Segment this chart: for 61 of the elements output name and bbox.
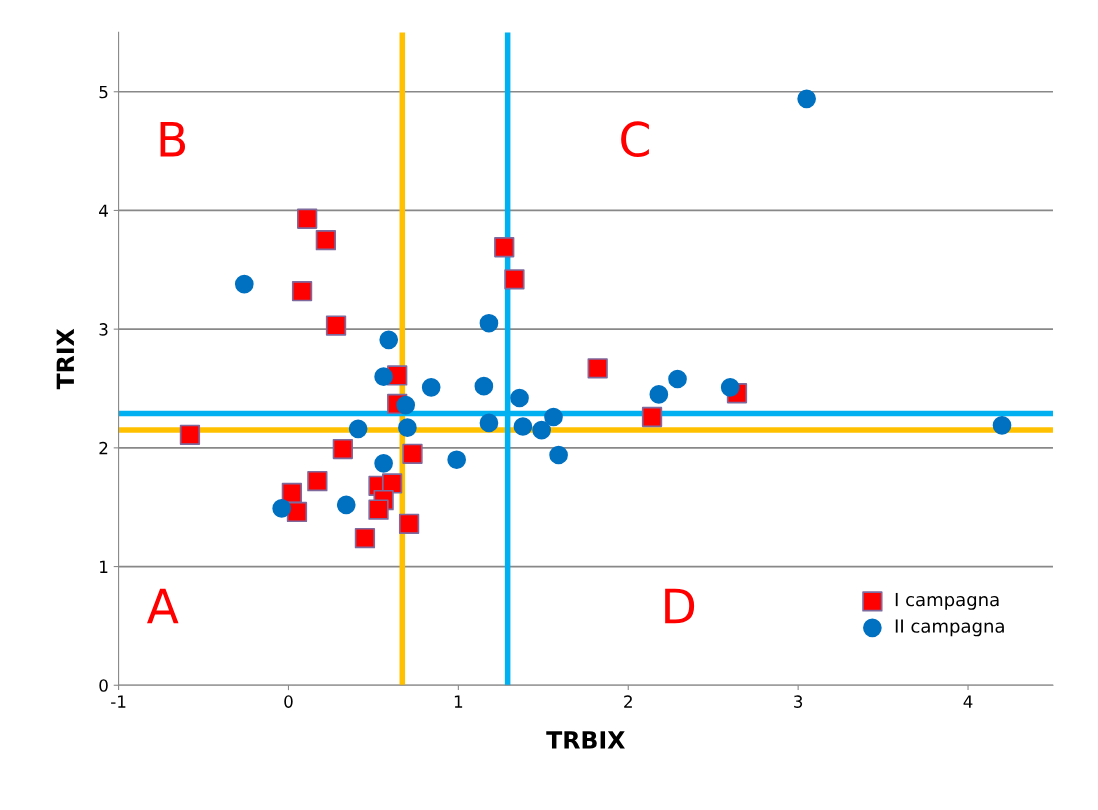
point — [474, 376, 494, 396]
point — [272, 499, 292, 518]
y-tick-label: 2 — [99, 441, 108, 455]
point — [544, 407, 563, 427]
annotation: B — [160, 121, 186, 157]
point — [992, 415, 1012, 435]
point — [549, 445, 568, 465]
point — [315, 229, 337, 251]
point — [720, 377, 740, 397]
point — [374, 453, 393, 473]
point — [421, 377, 441, 397]
x-tick-label: 0 — [284, 695, 293, 708]
point — [297, 208, 318, 229]
point — [374, 367, 393, 386]
point — [332, 438, 353, 460]
x-tick-label: 3 — [794, 695, 803, 708]
annotation: D — [665, 588, 695, 624]
point — [325, 315, 347, 336]
point — [649, 385, 669, 404]
point — [587, 358, 608, 379]
point — [291, 281, 313, 302]
annotation: A — [146, 588, 179, 624]
point — [381, 473, 403, 494]
point — [379, 330, 399, 350]
y-tick-label: 3 — [99, 323, 108, 336]
y-tick-label: 1 — [100, 560, 108, 573]
point — [354, 527, 376, 549]
point — [281, 482, 303, 504]
point — [398, 418, 417, 438]
point — [510, 388, 529, 408]
x-tick-label: 4 — [963, 695, 973, 708]
y-tick-label: 5 — [99, 85, 108, 99]
point — [668, 369, 687, 389]
y-axis-title: TRIX — [56, 328, 74, 390]
point — [504, 269, 525, 290]
point — [398, 513, 420, 534]
point — [336, 495, 356, 515]
x-tick-label: 1 — [454, 695, 463, 708]
point — [348, 419, 368, 439]
point — [402, 443, 423, 464]
x-axis-title: TRBIX — [546, 731, 625, 749]
point — [396, 395, 416, 415]
point — [234, 274, 254, 294]
legend-label: I campagna — [895, 592, 999, 610]
point — [494, 237, 515, 258]
point — [532, 420, 551, 440]
point — [641, 406, 663, 428]
point — [797, 89, 816, 109]
y-tick-label: 0 — [99, 679, 108, 692]
y-tick-label: 4 — [99, 204, 108, 217]
x-tick-label: 2 — [624, 695, 632, 708]
point — [307, 470, 328, 492]
point — [368, 499, 389, 520]
x-tick-label: -1 — [111, 695, 126, 708]
point — [179, 424, 201, 445]
legend-label: II campagna — [895, 619, 1004, 637]
point — [513, 417, 533, 436]
annotation: C — [621, 121, 649, 158]
point — [479, 413, 499, 433]
point — [447, 450, 467, 470]
point — [479, 313, 499, 333]
